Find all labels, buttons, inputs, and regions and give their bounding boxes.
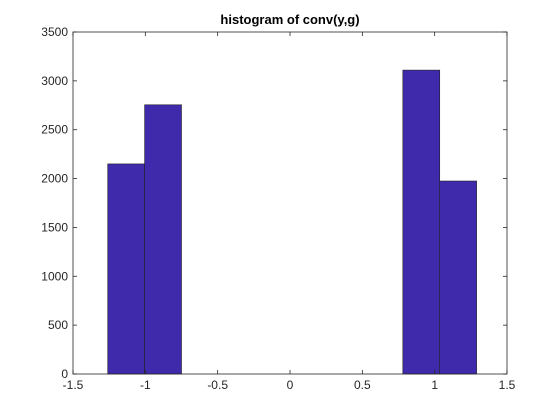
x-axis-ticks: -1.5 -1 -0.5 0 0.5 1 1.5 — [63, 32, 516, 392]
y-tick-label: 2000 — [41, 172, 68, 186]
histogram-bar — [439, 180, 477, 375]
chart-title: histogram of conv(y,g) — [220, 12, 359, 27]
x-tick-label: -1 — [140, 378, 151, 392]
x-tick-label: 0 — [287, 378, 294, 392]
histogram-bar — [107, 163, 145, 375]
x-tick-label: 1 — [431, 378, 438, 392]
y-tick-label: 1000 — [41, 269, 68, 283]
y-tick-label: 500 — [48, 318, 68, 332]
histogram-bar — [402, 69, 441, 375]
histogram-bar — [144, 104, 182, 375]
y-tick-label: 2500 — [41, 123, 68, 137]
x-tick-label: -1.5 — [63, 378, 84, 392]
y-tick-label: 1500 — [41, 220, 68, 234]
x-tick-label: -0.5 — [207, 378, 228, 392]
histogram-bars — [107, 69, 477, 375]
y-axis-ticks: 0 500 1000 1500 2000 2500 3000 3500 — [41, 25, 507, 381]
x-tick-label: 1.5 — [499, 378, 516, 392]
y-tick-label: 3500 — [41, 25, 68, 39]
x-tick-label: 0.5 — [354, 378, 371, 392]
y-tick-label: 0 — [61, 367, 68, 381]
y-tick-label: 3000 — [41, 74, 68, 88]
